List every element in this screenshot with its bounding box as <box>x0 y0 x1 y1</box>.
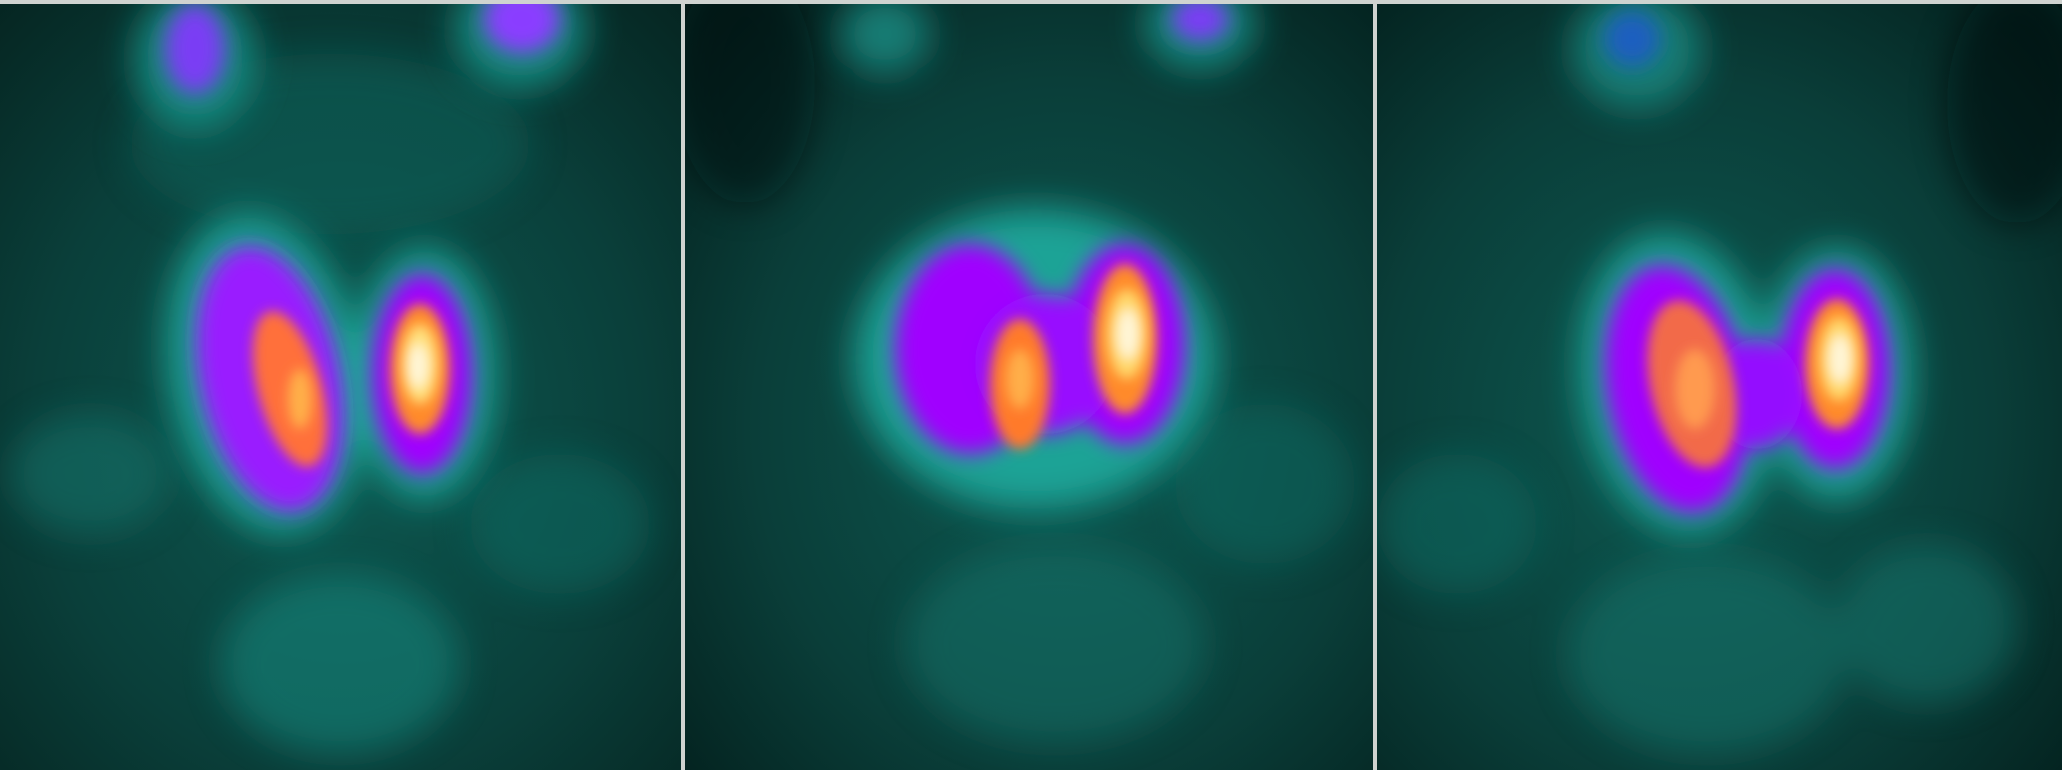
scan-image-1 <box>0 4 681 770</box>
scan-panel-2 <box>685 4 1373 770</box>
scan-panel-3 <box>1377 4 2062 770</box>
scan-panel-1 <box>0 4 681 770</box>
scan-image-2 <box>685 4 1373 770</box>
scan-image-3 <box>1377 4 2062 770</box>
